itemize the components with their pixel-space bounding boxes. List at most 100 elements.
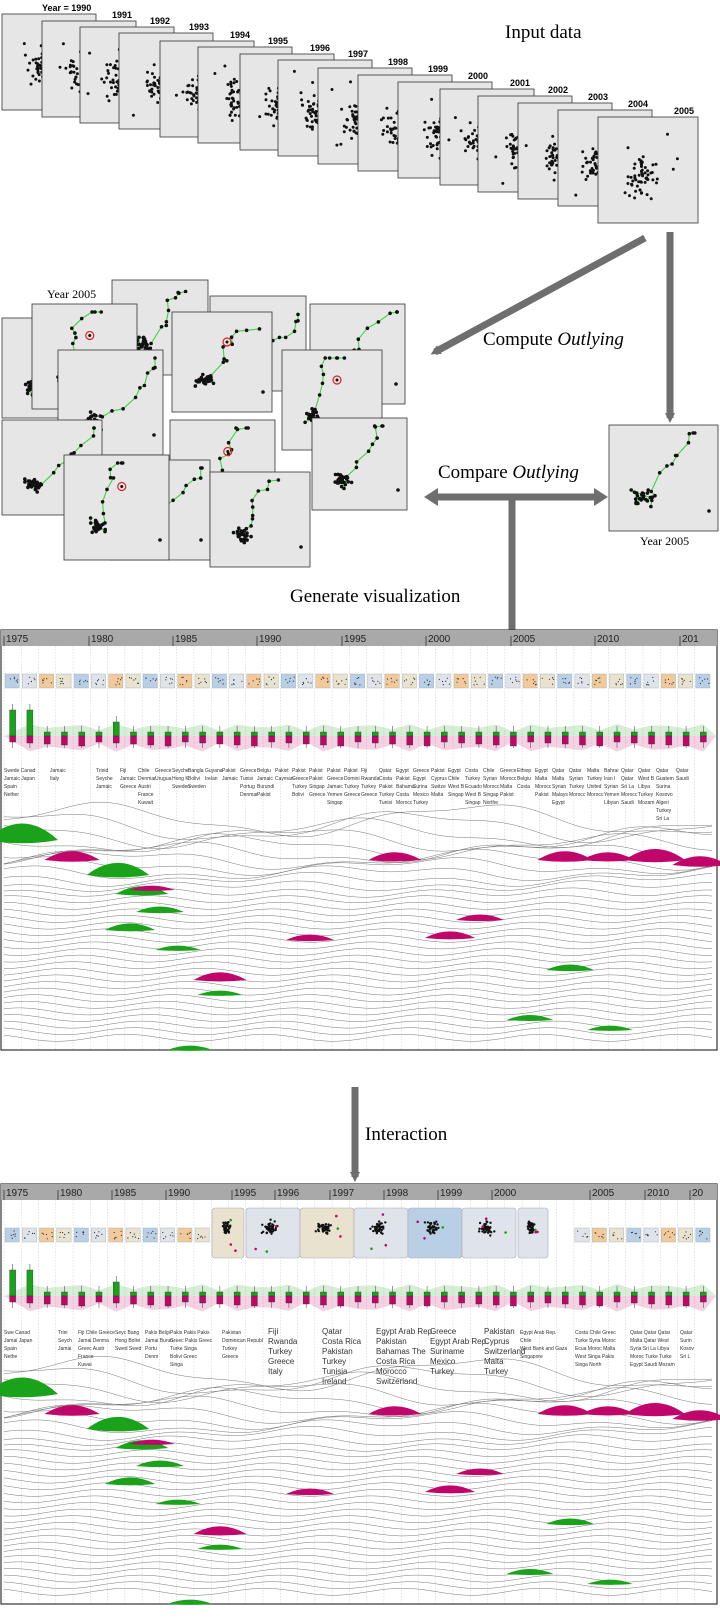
- data-point: [308, 125, 312, 129]
- data-point: [292, 329, 297, 334]
- stream-line: [3, 1522, 713, 1530]
- thumb-point: [226, 1224, 229, 1228]
- data-point: [629, 175, 633, 179]
- year-label: 1998: [388, 57, 408, 67]
- country-label: Surina: [413, 784, 428, 790]
- thumb-point: [324, 1227, 328, 1231]
- outlying-stream: [424, 1485, 476, 1494]
- stream-line: [3, 1020, 713, 1029]
- thumb-point: [667, 678, 670, 680]
- country-label: Qatar: [379, 768, 392, 774]
- data-point: [643, 171, 647, 175]
- outlying-band-down: [4, 736, 716, 752]
- thumb-point: [222, 679, 224, 681]
- thumb-point: [204, 680, 206, 683]
- box-upper: [441, 1291, 448, 1297]
- outlying-stream: [286, 934, 334, 942]
- data-point: [464, 149, 467, 153]
- data-point: [112, 66, 116, 70]
- box-upper: [302, 731, 310, 737]
- thumbnail: [436, 673, 452, 689]
- country-label: Guyana: [205, 768, 223, 774]
- box-upper: [406, 731, 414, 737]
- box-upper: [199, 731, 206, 737]
- thumb-point: [433, 1228, 437, 1231]
- stream-line: [3, 1007, 713, 1016]
- country-label: Sri L: [680, 1354, 691, 1360]
- data-point: [299, 91, 303, 95]
- data-point: [665, 464, 669, 468]
- data-point: [232, 106, 236, 110]
- thumb-point: [621, 1238, 623, 1240]
- data-point: [589, 160, 592, 164]
- thumb-point: [59, 1236, 61, 1238]
- box-lower: [510, 735, 517, 747]
- box-upper: [285, 731, 293, 737]
- country-label: Hong K: [172, 776, 189, 782]
- country-label: Pakist: [431, 768, 445, 774]
- thumb-point: [431, 1229, 434, 1232]
- thumb-point: [646, 684, 648, 686]
- year-label: 2005: [674, 106, 694, 116]
- data-point: [110, 409, 114, 413]
- outlying-stream: [546, 1518, 594, 1526]
- data-point: [629, 488, 633, 492]
- box-lower: [475, 1295, 483, 1305]
- thumb-point: [647, 1233, 649, 1235]
- box-lower: [251, 1295, 258, 1307]
- thumb-point: [552, 678, 555, 680]
- mst-edge: [165, 310, 170, 322]
- country-label: West B: [638, 776, 655, 782]
- data-point: [113, 64, 117, 67]
- data-point: [591, 147, 595, 151]
- data-point: [430, 97, 434, 101]
- thumb-point: [27, 683, 29, 685]
- box-lower: [320, 1295, 327, 1306]
- thumb-point: [665, 1232, 667, 1234]
- stream-line: [3, 1541, 713, 1550]
- data-point: [344, 477, 349, 481]
- thumb-point: [426, 1229, 429, 1232]
- thumbnail: [177, 673, 193, 689]
- box-lower: [682, 1295, 690, 1307]
- data-point: [23, 477, 27, 481]
- country-label: Singa North: [575, 1362, 602, 1368]
- data-point: [115, 59, 119, 63]
- thumb-point: [374, 1227, 377, 1231]
- box-upper: [700, 731, 707, 737]
- thumb-point: [378, 1227, 382, 1231]
- box-lower: [631, 1295, 638, 1304]
- data-point: [646, 173, 650, 177]
- country-label: Tunisi: [240, 776, 253, 782]
- data-point: [307, 412, 311, 417]
- thumb-point: [181, 676, 183, 679]
- thumbnail: [643, 1227, 659, 1243]
- box-lower: [130, 1295, 137, 1305]
- thumbnail: [557, 673, 573, 689]
- stream-line: [3, 1561, 713, 1570]
- data-point: [232, 81, 236, 85]
- thumb-point: [260, 1231, 263, 1235]
- data-point: [250, 498, 254, 503]
- data-point: [244, 328, 249, 333]
- thumb-point: [689, 680, 691, 682]
- data-point: [321, 372, 326, 377]
- stream-line: [3, 1555, 713, 1563]
- box-upper: [492, 1291, 500, 1297]
- thumb-point: [380, 1222, 383, 1225]
- data-point: [311, 107, 315, 111]
- box-lower: [596, 1295, 603, 1307]
- data-point: [240, 538, 245, 542]
- thumb-point: [689, 1233, 692, 1235]
- data-point: [72, 451, 76, 455]
- box-upper: [9, 709, 16, 737]
- data-point: [637, 158, 641, 161]
- thumb-point: [372, 680, 374, 682]
- data-point: [594, 150, 598, 154]
- outlier-point: [152, 433, 156, 437]
- thumbnail: [211, 673, 227, 689]
- box-lower: [700, 735, 707, 743]
- data-point: [38, 482, 43, 486]
- box-upper: [130, 1291, 137, 1297]
- data-point: [37, 79, 41, 83]
